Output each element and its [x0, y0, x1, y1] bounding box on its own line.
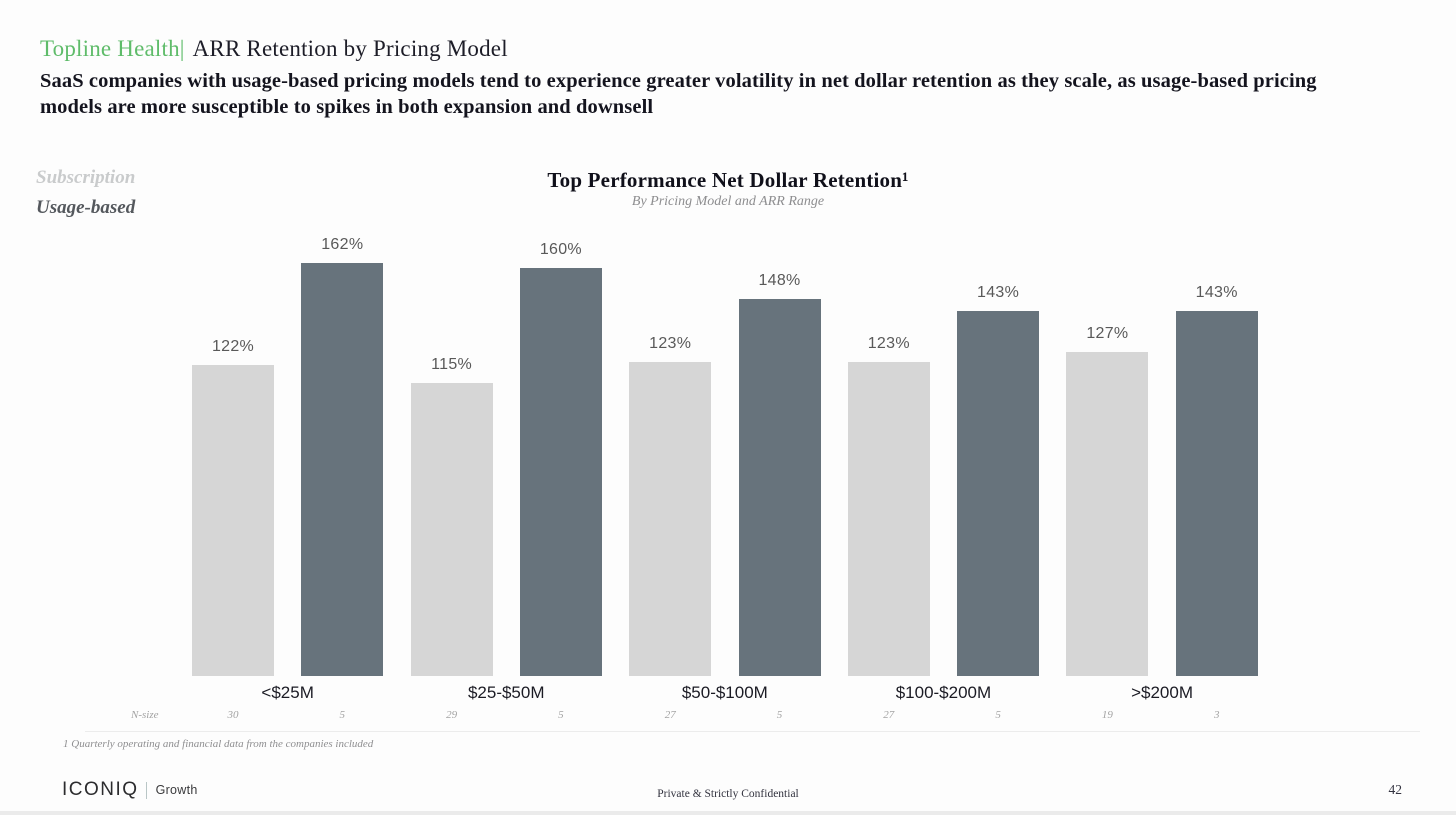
bar-subscription-$100-$200M — [847, 362, 930, 676]
n-size-value: 5 — [995, 709, 1001, 721]
category-label: <$25M — [261, 683, 314, 702]
n-size-value: 5 — [776, 709, 783, 721]
bar-subscription->$200M — [1066, 352, 1149, 676]
chart-divider — [85, 731, 1420, 732]
category-label: $100-$200M — [895, 683, 992, 702]
bar-usage-based-$25-$50M — [519, 268, 602, 676]
footer-brand: ICONIQ Growth — [62, 779, 198, 801]
chart-title: Top Performance Net Dollar Retention¹ — [547, 168, 909, 192]
n-size-value: 3 — [1213, 709, 1220, 721]
page-title: Topline Health| ARR Retention by Pricing … — [40, 36, 1400, 62]
iconiq-logo: ICONIQ — [62, 779, 139, 800]
bottom-edge — [0, 811, 1456, 815]
bar-value-label: 162% — [321, 236, 364, 253]
n-size-value: 19 — [1101, 709, 1113, 721]
bar-usage-based-<$25M — [301, 263, 384, 676]
page-subtitle: SaaS companies with usage-based pricing … — [40, 70, 1317, 118]
bar-value-label: 123% — [867, 335, 910, 353]
n-size-value: 30 — [227, 709, 239, 721]
bar-subscription-$50-$100M — [629, 362, 712, 676]
n-size-value: 29 — [446, 709, 458, 721]
page-number: 42 — [1388, 782, 1403, 797]
bar-usage-based-$50-$100M — [738, 298, 821, 676]
n-size-value: 5 — [339, 709, 346, 721]
bar-value-label: 122% — [211, 337, 255, 355]
bar-usage-based->$200M — [1175, 311, 1258, 676]
page-title-main: ARR Retention by Pricing Model — [192, 36, 508, 61]
brand-separator — [145, 781, 147, 799]
chart-subtitle: By Pricing Model and ARR Range — [631, 194, 825, 209]
header: Topline Health| ARR Retention by Pricing … — [40, 36, 1400, 120]
bar-usage-based-$100-$200M — [957, 311, 1040, 676]
footnote: 1 Quarterly operating and financial data… — [63, 738, 374, 750]
category-label: >$200M — [1131, 683, 1193, 702]
confidential-note: Private & Strictly Confidential — [657, 788, 799, 800]
n-size-label: N-size — [131, 709, 159, 721]
bar-value-label: 148% — [758, 271, 801, 289]
bar-value-label: 160% — [539, 241, 582, 259]
bar-value-label: 115% — [431, 355, 473, 373]
bar-value-label: 143% — [977, 284, 1020, 302]
bar-subscription-$25-$50M — [410, 382, 493, 676]
n-size-value: 27 — [883, 709, 895, 721]
page-title-eyebrow: Topline Health| — [40, 36, 185, 61]
bar-value-label: 123% — [649, 335, 692, 353]
brand-suffix: Growth — [155, 783, 198, 797]
n-size-value: 27 — [664, 709, 676, 721]
bar-value-label: 127% — [1086, 325, 1129, 343]
chart-legend: Subscription Usage-based — [36, 163, 135, 223]
bar-subscription-<$25M — [192, 364, 274, 676]
legend-item-usage-based: Usage-based — [36, 197, 136, 218]
bar-value-label: 143% — [1195, 284, 1238, 302]
legend-item-subscription: Subscription — [36, 167, 136, 188]
n-size-value: 5 — [558, 709, 564, 721]
category-label: $25-$50M — [467, 683, 545, 702]
category-label: $50-$100M — [681, 683, 768, 702]
